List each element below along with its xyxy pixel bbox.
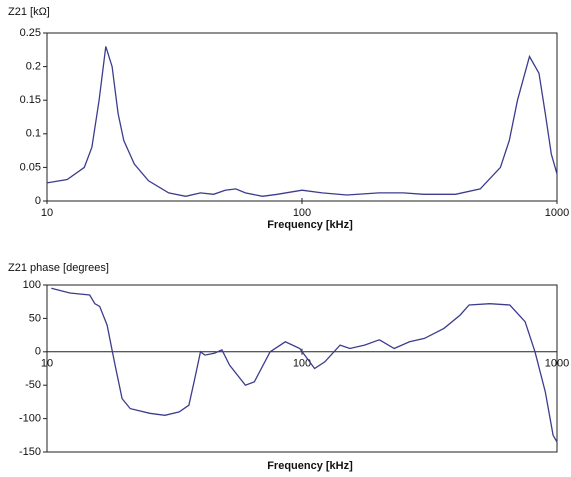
- y-tick-label: 0: [35, 346, 41, 358]
- x-axis-label: Frequency [kHz]: [267, 219, 353, 231]
- y-tick-label: 0.2: [26, 61, 41, 73]
- x-tick-label: 100: [293, 207, 311, 219]
- y-tick-label: -50: [25, 379, 41, 391]
- data-line: [46, 46, 558, 197]
- y-tick-label: 0: [35, 195, 41, 207]
- chart-title: Z21 [kΩ]: [8, 6, 50, 18]
- x-tick-label: 1000: [545, 207, 569, 219]
- data-line: [51, 287, 558, 443]
- y-tick-label: 0.15: [20, 94, 41, 106]
- y-tick-label: -150: [19, 446, 41, 458]
- y-tick-label: 0.1: [26, 128, 41, 140]
- x-tick-label: 1000: [545, 358, 569, 370]
- x-tick-label: 100: [293, 358, 311, 370]
- y-tick-label: 50: [29, 312, 41, 324]
- y-tick-label: -100: [19, 413, 41, 425]
- plot-frame: [46, 32, 558, 202]
- x-tick-label: 10: [41, 358, 53, 370]
- y-tick-label: 0.25: [20, 27, 41, 39]
- y-tick-label: 100: [23, 279, 41, 291]
- x-axis-label: Frequency [kHz]: [267, 460, 353, 472]
- y-tick-label: 0.05: [20, 161, 41, 173]
- x-tick-label: 10: [41, 207, 53, 219]
- chart-title: Z21 phase [degrees]: [8, 262, 109, 274]
- plot-frame: [46, 284, 558, 453]
